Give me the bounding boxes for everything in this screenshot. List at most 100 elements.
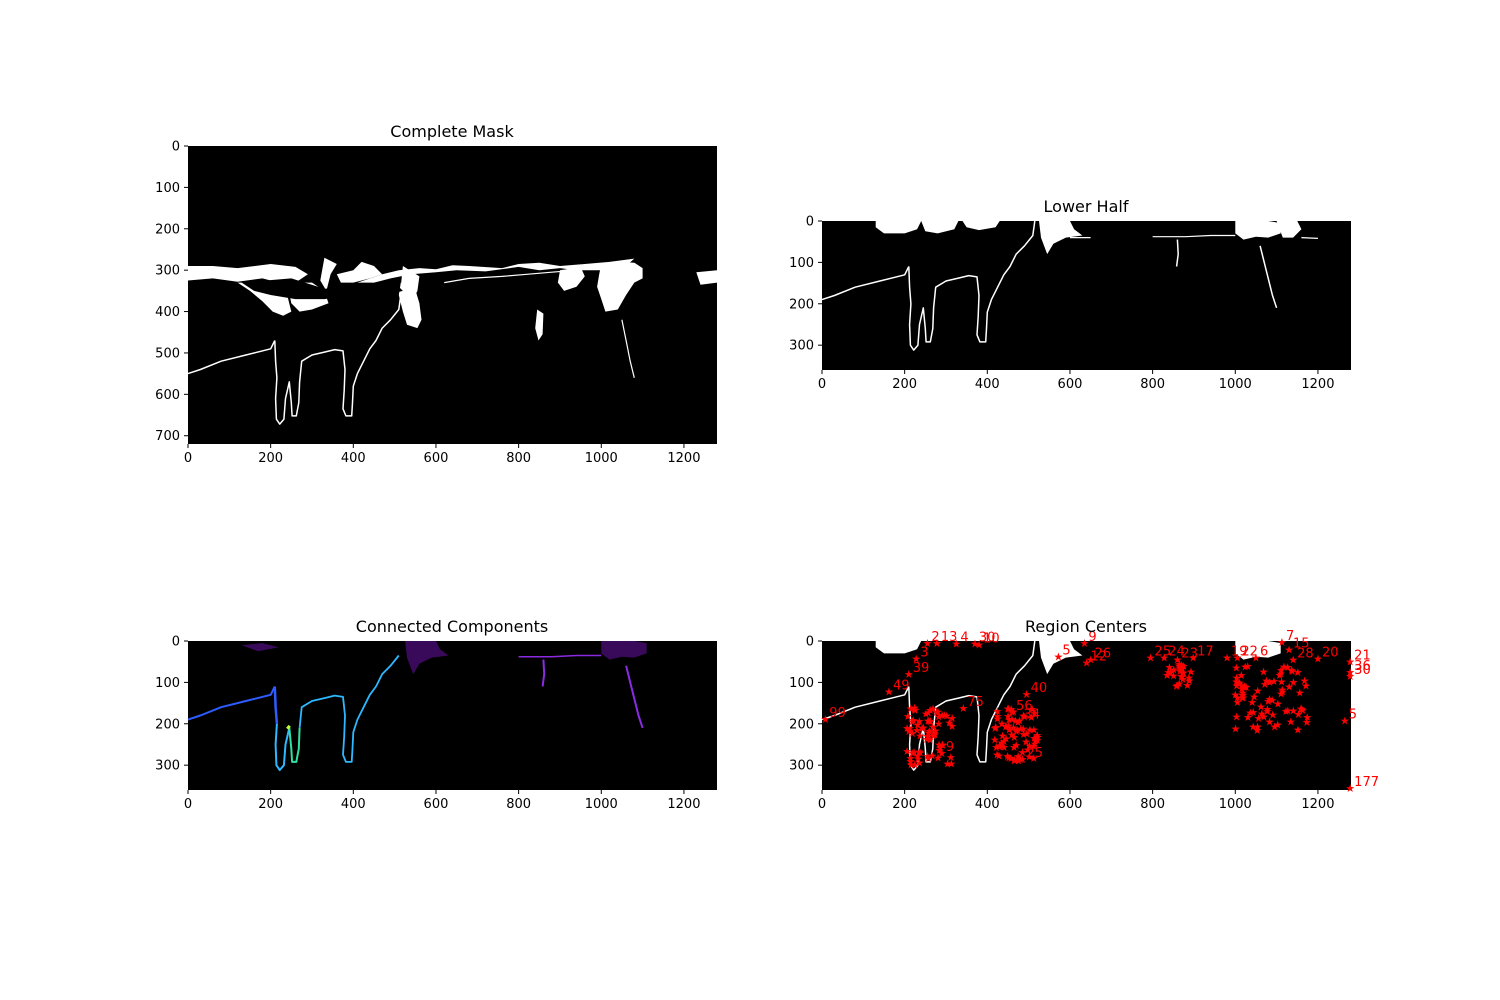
cluster-star-marker: ★ — [931, 706, 941, 719]
cluster-star-marker: ★ — [925, 704, 935, 717]
ground-edge — [821, 686, 910, 721]
cluster-star-marker: ★ — [1002, 750, 1012, 763]
center-star-marker: ★ — [922, 637, 932, 650]
x-tick-label: 800 — [1140, 797, 1165, 812]
cluster-star-marker: ★ — [1006, 703, 1016, 716]
cluster-star-marker: ★ — [1277, 685, 1287, 698]
cluster-star-marker: ★ — [1007, 713, 1017, 726]
cluster-star-marker: ★ — [1296, 703, 1306, 716]
x-tick-label: 200 — [892, 377, 917, 392]
component-edge — [286, 724, 291, 730]
component-edge — [288, 727, 301, 763]
cluster-star-marker: ★ — [906, 759, 916, 772]
cluster-star-marker: ★ — [1260, 678, 1270, 691]
center-label: 13 — [941, 630, 958, 645]
center-label: 25 — [1155, 645, 1172, 660]
cluster-star-marker: ★ — [992, 713, 1002, 726]
cluster-star-marker: ★ — [1004, 703, 1014, 716]
center-label: 177 — [1354, 775, 1379, 790]
cluster-star-marker: ★ — [1024, 750, 1034, 763]
y-tick-label: 600 — [155, 388, 180, 403]
mask-region — [1235, 641, 1281, 660]
mask-edge — [444, 269, 577, 284]
cluster-star-marker: ★ — [904, 725, 914, 738]
center-star-marker: ★ — [1159, 652, 1169, 665]
center-star-marker: ★ — [1345, 670, 1355, 683]
ground-edge — [187, 340, 276, 375]
mask-gap — [611, 309, 655, 382]
cluster-star-marker: ★ — [1273, 718, 1283, 731]
cluster-star-marker: ★ — [1248, 706, 1258, 719]
cluster-star-marker: ★ — [910, 704, 920, 717]
cluster-star-marker: ★ — [915, 730, 925, 743]
component-ground — [187, 686, 276, 721]
cluster-star-marker: ★ — [1300, 675, 1310, 688]
cluster-star-marker: ★ — [1032, 729, 1042, 742]
cluster-star-marker: ★ — [1025, 723, 1035, 736]
cluster-star-marker: ★ — [1018, 722, 1028, 735]
cluster-star-marker: ★ — [1237, 689, 1247, 702]
cluster-star-marker: ★ — [937, 738, 947, 751]
cluster-star-marker: ★ — [1030, 738, 1040, 751]
center-star-marker: ★ — [1086, 654, 1096, 667]
cluster-star-marker: ★ — [906, 755, 916, 768]
x-tick-label: 1200 — [667, 797, 700, 812]
cluster-star-marker: ★ — [934, 710, 944, 723]
cluster-star-marker: ★ — [1276, 664, 1286, 677]
cluster-star-marker: ★ — [1023, 743, 1033, 756]
cluster-star-marker: ★ — [1288, 704, 1298, 717]
cluster-star-marker: ★ — [1019, 710, 1029, 723]
mask-region — [1276, 221, 1302, 238]
center-star-marker: ★ — [1082, 657, 1092, 670]
center-star-marker: ★ — [904, 668, 914, 681]
cluster-star-marker: ★ — [1003, 710, 1013, 723]
cluster-star-marker: ★ — [1029, 740, 1039, 753]
cluster-star-marker: ★ — [1265, 676, 1275, 689]
cluster-star-marker: ★ — [1301, 679, 1311, 692]
cluster-star-marker: ★ — [1007, 729, 1017, 742]
cluster-star-marker: ★ — [923, 715, 933, 728]
cluster-star-marker: ★ — [1262, 705, 1272, 718]
cluster-star-marker: ★ — [1033, 731, 1043, 744]
cluster-star-marker: ★ — [1011, 725, 1021, 738]
center-star-marker: ★ — [937, 747, 947, 760]
cluster-star-marker: ★ — [1179, 660, 1189, 673]
cluster-star-marker: ★ — [1177, 671, 1187, 684]
cluster-star-marker: ★ — [937, 709, 947, 722]
cluster-star-marker: ★ — [928, 729, 938, 742]
cluster-star-marker: ★ — [928, 703, 938, 716]
cluster-star-marker: ★ — [1186, 666, 1196, 679]
ground-edge — [821, 266, 910, 301]
cluster-star-marker: ★ — [1174, 677, 1184, 690]
cluster-star-marker: ★ — [930, 725, 940, 738]
cluster-star-marker: ★ — [939, 709, 949, 722]
cluster-star-marker: ★ — [1231, 723, 1241, 736]
cluster-star-marker: ★ — [1238, 692, 1248, 705]
x-tick-label: 200 — [258, 797, 283, 812]
mask-region — [597, 261, 643, 312]
cluster-star-marker: ★ — [930, 727, 940, 740]
cluster-star-marker: ★ — [917, 722, 927, 735]
cluster-star-marker: ★ — [921, 708, 931, 721]
cluster-star-marker: ★ — [1237, 679, 1247, 692]
cluster-star-marker: ★ — [923, 730, 933, 743]
x-tick-label: 200 — [892, 797, 917, 812]
cluster-star-marker: ★ — [1276, 688, 1286, 701]
x-tick-label: 1000 — [1219, 797, 1252, 812]
mask-region — [875, 641, 922, 654]
cluster-star-marker: ★ — [902, 722, 912, 735]
cluster-star-marker: ★ — [1248, 721, 1258, 734]
cluster-star-marker: ★ — [992, 749, 1002, 762]
center-label: 5 — [1349, 707, 1357, 722]
cluster-star-marker: ★ — [1233, 696, 1243, 709]
cluster-star-marker: ★ — [942, 710, 952, 723]
cluster-star-marker: ★ — [1165, 667, 1175, 680]
center-label: 7 — [1286, 629, 1294, 644]
cluster-star-marker: ★ — [994, 750, 1004, 763]
center-star-marker: ★ — [1345, 666, 1355, 679]
cluster-star-marker: ★ — [903, 710, 913, 723]
center-label: 17 — [1197, 645, 1214, 660]
x-tick-label: 800 — [506, 451, 531, 466]
y-tick-label: 0 — [806, 215, 814, 230]
x-tick-label: 400 — [975, 797, 1000, 812]
